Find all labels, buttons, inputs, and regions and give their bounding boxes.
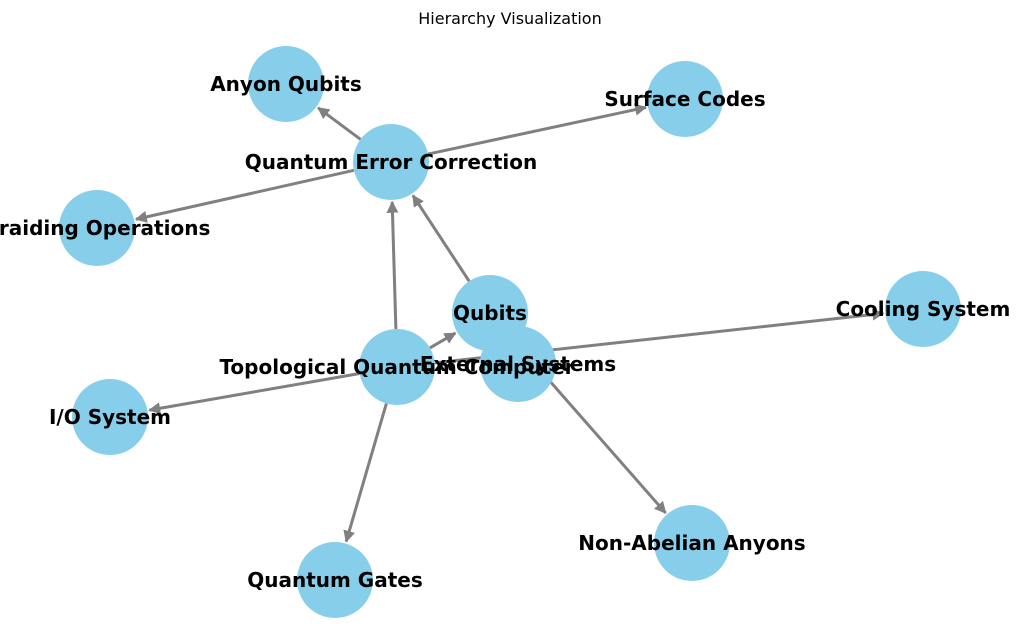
node-surface-codes[interactable] bbox=[647, 61, 723, 137]
edge-tqc-to-io bbox=[148, 372, 360, 415]
edge-tqc-to-qubits bbox=[429, 331, 457, 350]
node-anyon-qubits[interactable] bbox=[248, 46, 324, 122]
node-label-qubits: Qubits bbox=[453, 301, 527, 325]
labels-layer: Topological Quantum Computer Qubits Quantu… bbox=[0, 72, 1010, 592]
node-cooling[interactable] bbox=[885, 271, 961, 347]
node-label-external: External Systems bbox=[420, 352, 616, 376]
node-non-abelian[interactable] bbox=[654, 505, 730, 581]
edge-qec-to-surface_codes bbox=[427, 103, 648, 156]
node-braiding[interactable] bbox=[59, 190, 135, 266]
node-label-qec: Quantum Error Correction bbox=[245, 150, 538, 174]
edge-qec-to-anyon_qubits bbox=[317, 106, 362, 141]
edge-qec-to-braiding bbox=[134, 168, 355, 223]
node-gates[interactable] bbox=[297, 542, 373, 618]
node-label-cooling: Cooling System bbox=[836, 297, 1011, 321]
node-external[interactable] bbox=[480, 326, 556, 402]
node-label-tqc: Topological Quantum Computer bbox=[219, 355, 574, 379]
edge-tqc-to-qec bbox=[386, 200, 399, 330]
node-label-gates: Quantum Gates bbox=[247, 568, 423, 592]
node-label-io: I/O System bbox=[49, 405, 171, 429]
node-io[interactable] bbox=[72, 379, 148, 455]
node-label-braiding: Braiding Operations bbox=[0, 216, 210, 240]
nodes-layer bbox=[59, 46, 961, 618]
node-label-anyon-qubits: Anyon Qubits bbox=[210, 72, 362, 96]
node-tqc[interactable] bbox=[359, 329, 435, 405]
edge-tqc-to-gates bbox=[343, 403, 388, 543]
edge-qubits-to-qec bbox=[411, 194, 471, 283]
node-qec[interactable] bbox=[353, 124, 429, 200]
node-label-non-abelian: Non-Abelian Anyons bbox=[578, 531, 805, 555]
diagram-title: Hierarchy Visualization bbox=[418, 9, 601, 28]
node-label-surface-codes: Surface Codes bbox=[604, 87, 765, 111]
